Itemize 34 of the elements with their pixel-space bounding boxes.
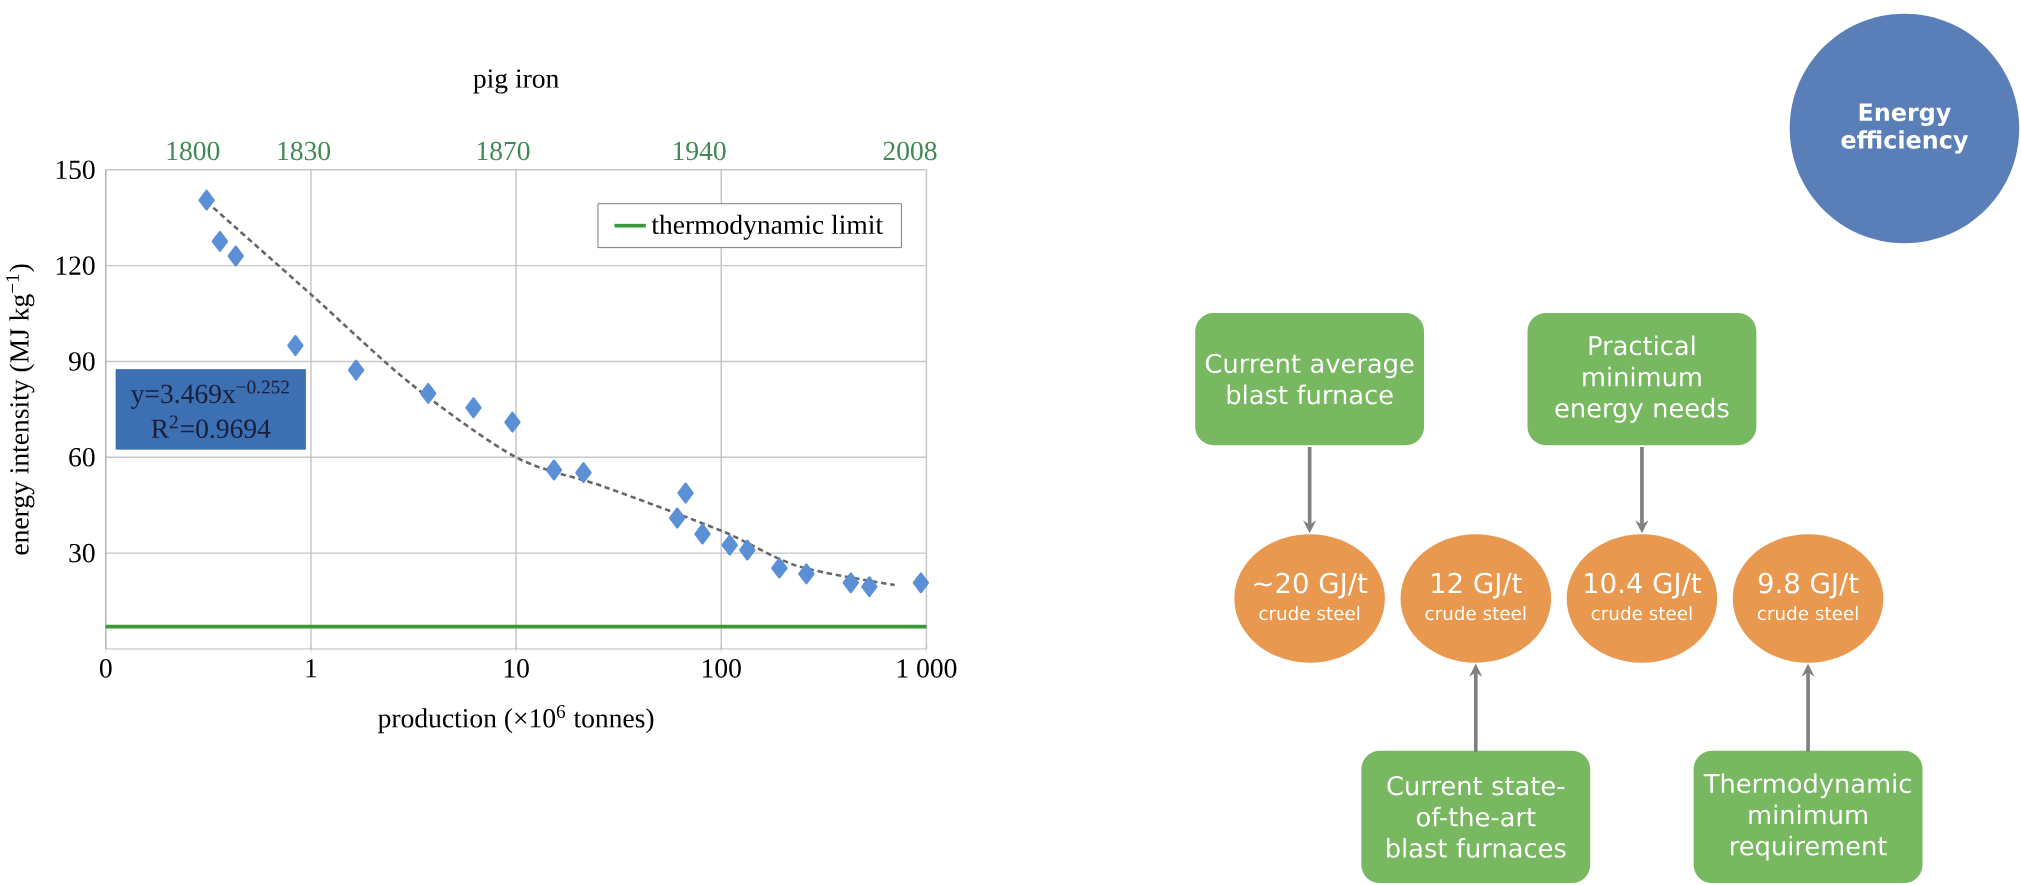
y-tick-label: 90 <box>68 352 95 371</box>
text: 9.8 GJ/t <box>1758 572 1859 599</box>
text: crude steel <box>1425 606 1526 621</box>
x-tick-label: 0 <box>99 659 112 678</box>
y-tick-label: 60 <box>69 448 95 467</box>
text: Current state-of-the-art blast furnaces <box>1387 776 1566 858</box>
x-tick-label: 1 <box>306 659 317 678</box>
text: Thermodynamic minimum requirement <box>1703 773 1911 861</box>
text: crude steel <box>1259 606 1360 621</box>
text: 1940 <box>673 141 726 161</box>
chart-title: pig iron <box>473 69 559 94</box>
text: 1800 <box>167 141 220 161</box>
annotation: y=3.469x$^{−0.252}$ <box>131 380 289 409</box>
text: 1830 <box>278 141 331 161</box>
text: 1870 <box>477 141 530 161</box>
x-tick-label: 10 <box>504 659 529 678</box>
text: ~20 GJ/t <box>1254 572 1368 599</box>
y-tick-label: 150 <box>56 160 95 180</box>
y-tick-label: 120 <box>56 256 95 275</box>
y-axis-title: energy intensity (MJ kg$^{−1}$) <box>6 264 35 555</box>
x-tick-label: 100 <box>703 659 741 678</box>
text: Current average blast furnace <box>1205 353 1414 405</box>
text: crude steel <box>1591 606 1692 621</box>
text: Energy efficiency <box>1841 103 1969 154</box>
text: 2008 <box>883 141 937 161</box>
y-tick-label: 30 <box>69 543 95 563</box>
x-tick-label: 1 000 <box>897 659 957 678</box>
legend-label: thermodynamic limit <box>651 214 883 240</box>
annotation: R$^{2}$=0.9694 <box>151 415 271 439</box>
text: 10.4 GJ/t <box>1585 572 1702 599</box>
text: crude steel <box>1757 606 1858 621</box>
text: Practical minimum energy needs <box>1555 335 1729 423</box>
x-axis-title: production (×10$^{6}$ tonnes) <box>378 705 654 734</box>
text: 12 GJ/t <box>1432 572 1522 599</box>
